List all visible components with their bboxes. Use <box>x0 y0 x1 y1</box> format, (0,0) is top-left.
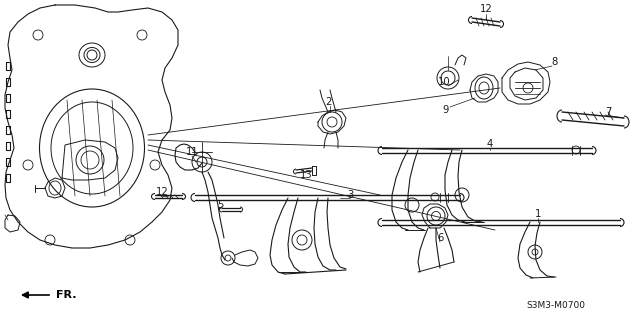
Text: 9: 9 <box>443 105 449 115</box>
Text: 10: 10 <box>438 77 451 87</box>
Text: 8: 8 <box>551 57 557 67</box>
Text: 7: 7 <box>605 107 611 117</box>
Text: 13: 13 <box>300 170 312 180</box>
Text: 3: 3 <box>347 190 353 200</box>
Text: 12: 12 <box>479 4 492 14</box>
Text: FR.: FR. <box>56 290 77 300</box>
Text: 12: 12 <box>156 187 168 197</box>
Text: 4: 4 <box>487 139 493 149</box>
Text: S3M3-M0700: S3M3-M0700 <box>527 301 586 310</box>
Text: 1: 1 <box>535 209 541 219</box>
Text: 11: 11 <box>186 147 198 157</box>
Text: 5: 5 <box>217 200 223 210</box>
Text: 2: 2 <box>325 97 331 107</box>
Text: 6: 6 <box>437 233 443 243</box>
